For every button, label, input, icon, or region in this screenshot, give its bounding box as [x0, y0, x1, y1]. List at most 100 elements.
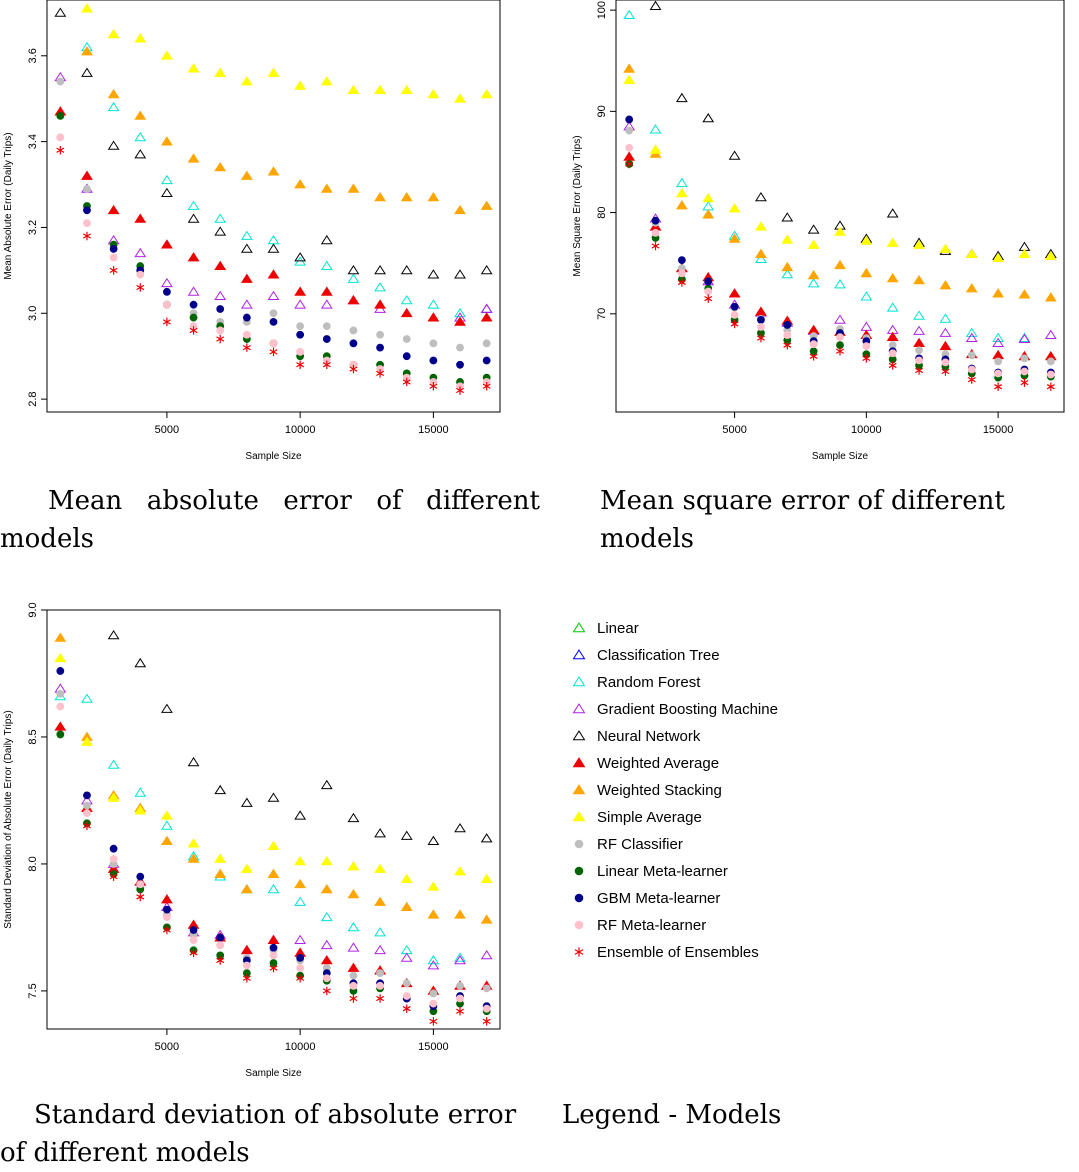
data-point	[886, 208, 899, 218]
data-point	[349, 364, 358, 374]
data-point	[427, 909, 440, 919]
data-point	[915, 346, 923, 355]
data-point	[267, 243, 280, 253]
data-point	[320, 260, 333, 270]
data-point	[482, 984, 491, 993]
data-point	[161, 703, 173, 713]
legend-symbol	[574, 893, 584, 903]
caption-mae: Mean absolute error of different models	[0, 486, 540, 554]
legend-label: Classification Tree	[597, 647, 720, 664]
chart-mse: 5000 10000 15000 70 80 90 100 Sample Size Mean S…	[572, 0, 1065, 462]
legend-label: RF Meta-learner	[597, 917, 706, 934]
data-point	[992, 332, 1005, 342]
data-point	[651, 228, 660, 237]
data-point	[400, 830, 413, 840]
data-point	[886, 272, 899, 283]
data-point	[267, 67, 280, 77]
x-tick-label: 5000	[722, 424, 746, 436]
data-point	[625, 115, 634, 124]
data-point	[913, 325, 925, 335]
data-point	[888, 341, 897, 350]
data-point	[1044, 329, 1057, 339]
caption-legend: Legend - Models	[562, 1100, 782, 1130]
data-point	[400, 952, 413, 962]
legend-label: Linear	[597, 620, 639, 637]
data-point	[267, 883, 280, 894]
legend-item: Neural Network	[572, 728, 701, 745]
legend-label: Gradient Boosting Machine	[597, 701, 778, 718]
data-point	[480, 88, 493, 99]
data-point	[402, 1004, 411, 1013]
data-point	[347, 264, 360, 275]
data-point	[294, 80, 307, 90]
data-point	[939, 340, 952, 351]
data-point	[109, 253, 118, 262]
legend-symbol	[572, 811, 586, 822]
data-point	[913, 274, 925, 285]
data-point	[187, 200, 200, 210]
data-point	[374, 299, 386, 309]
data-point	[755, 191, 767, 202]
legend-label: Linear Meta-learner	[597, 863, 728, 880]
legend-item: Ensemble of Ensembles	[574, 944, 759, 961]
series-rf-meta-learner	[625, 143, 1055, 379]
data-point	[702, 201, 715, 211]
y-tick-label: 8.0	[27, 856, 39, 871]
data-point	[320, 855, 333, 866]
series-rf-meta-learner	[56, 702, 491, 1013]
data-point	[187, 213, 200, 223]
data-point	[54, 721, 67, 731]
data-point	[187, 838, 200, 848]
data-point	[482, 1017, 491, 1026]
data-point	[320, 955, 333, 965]
x-tick-label: 5000	[155, 424, 179, 436]
data-point	[939, 327, 952, 337]
data-point	[704, 277, 713, 286]
data-point	[320, 911, 333, 922]
data-point	[296, 348, 305, 356]
data-point	[82, 231, 91, 241]
legend-item: Classification Tree	[572, 647, 720, 664]
data-point	[267, 840, 280, 851]
data-point	[783, 340, 792, 350]
series-ensemble-of-ensembles	[56, 145, 491, 395]
chart-sd: 5000 10000 15000 7.5 8.0 8.5 9.0 Sample Size Sta…	[3, 602, 501, 1079]
data-point	[454, 822, 466, 833]
legend-symbol	[572, 649, 586, 660]
data-point	[480, 914, 493, 924]
data-point	[214, 213, 227, 223]
data-point	[107, 88, 120, 99]
data-point	[136, 283, 145, 292]
data-point	[728, 150, 741, 160]
data-point	[320, 76, 333, 86]
data-point	[320, 234, 333, 245]
legend-item: Weighted Stacking	[572, 782, 722, 799]
data-point	[294, 855, 307, 866]
data-point	[994, 382, 1003, 391]
legend-symbol	[574, 947, 584, 957]
series-rf-classifier	[56, 77, 491, 352]
data-point	[242, 961, 251, 970]
data-point	[349, 981, 358, 990]
data-point	[755, 253, 767, 264]
data-point	[189, 326, 198, 335]
y-tick-label: 70	[596, 308, 608, 320]
data-point	[967, 375, 976, 384]
data-point	[427, 881, 440, 891]
data-point	[214, 868, 227, 878]
series-gradient-boosting-machine	[54, 683, 493, 970]
data-point	[161, 136, 173, 146]
data-point	[834, 279, 846, 289]
x-tick-label: 5000	[155, 1041, 179, 1053]
data-point	[807, 224, 820, 234]
y-tick-label: 7.5	[27, 983, 39, 998]
data-point	[886, 331, 899, 341]
data-point	[807, 239, 820, 249]
data-point	[294, 878, 307, 889]
data-point	[402, 992, 411, 1000]
data-point	[56, 689, 65, 698]
data-point	[109, 854, 118, 863]
data-point	[454, 955, 466, 965]
data-point	[240, 230, 253, 240]
data-point	[836, 333, 844, 341]
